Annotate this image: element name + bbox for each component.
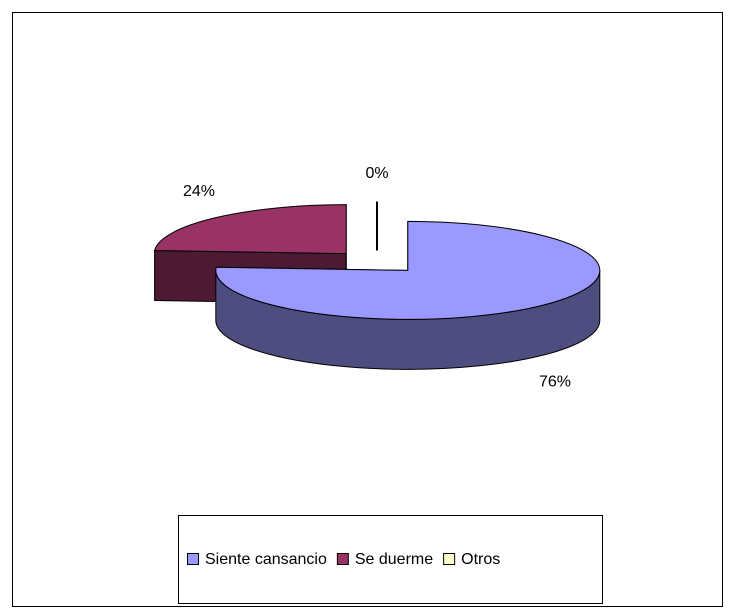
legend-label: Siente cansancio bbox=[205, 551, 327, 568]
legend-label: Otros bbox=[461, 551, 500, 568]
data-label: 76% bbox=[539, 374, 571, 391]
data-label: 24% bbox=[183, 183, 215, 200]
legend-swatch bbox=[187, 553, 199, 565]
slice bbox=[153, 204, 347, 255]
legend-swatch bbox=[443, 553, 456, 565]
legend-swatch bbox=[336, 553, 349, 565]
legend-box bbox=[178, 515, 603, 604]
data-label: 0% bbox=[365, 165, 388, 182]
slice bbox=[215, 220, 601, 320]
legend-label: Se duerme bbox=[355, 551, 433, 568]
